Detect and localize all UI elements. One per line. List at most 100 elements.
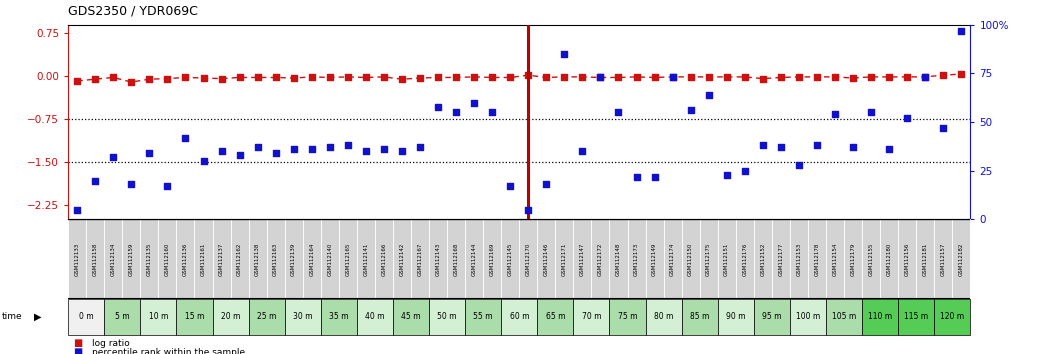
Point: [538, 75, 555, 80]
Bar: [86, 219, 104, 299]
Text: GSM112157: GSM112157: [941, 242, 946, 276]
Text: 15 m: 15 m: [185, 312, 205, 321]
Bar: [790, 219, 808, 299]
Bar: [68, 299, 104, 335]
Point: [736, 74, 753, 80]
Bar: [772, 219, 790, 299]
Bar: [826, 219, 844, 299]
Point: [87, 178, 104, 183]
Text: GSM112178: GSM112178: [814, 242, 819, 276]
Text: GSM112166: GSM112166: [382, 242, 386, 276]
Text: GSM112134: GSM112134: [111, 242, 115, 276]
Point: [501, 183, 518, 189]
Point: [556, 74, 573, 80]
Text: GSM112135: GSM112135: [147, 242, 152, 276]
Bar: [519, 219, 537, 299]
Bar: [176, 299, 213, 335]
Point: [917, 74, 934, 80]
Bar: [393, 219, 411, 299]
Bar: [718, 299, 754, 335]
Text: 35 m: 35 m: [329, 312, 348, 321]
Text: GSM112159: GSM112159: [129, 242, 134, 276]
Point: [321, 144, 338, 150]
Bar: [735, 219, 754, 299]
Point: [250, 144, 266, 150]
Point: [754, 143, 771, 148]
Bar: [537, 299, 574, 335]
Text: GSM112151: GSM112151: [724, 242, 729, 276]
Text: GSM112173: GSM112173: [634, 242, 639, 276]
Point: [628, 74, 645, 80]
Bar: [194, 219, 213, 299]
Text: GSM112160: GSM112160: [165, 242, 170, 276]
Point: [123, 79, 140, 85]
Text: 95 m: 95 m: [763, 312, 782, 321]
Point: [719, 74, 735, 80]
Point: [935, 125, 951, 131]
Bar: [898, 219, 916, 299]
Text: GSM112169: GSM112169: [490, 242, 495, 276]
Bar: [374, 219, 393, 299]
Bar: [952, 219, 970, 299]
Bar: [321, 299, 357, 335]
Point: [809, 143, 826, 148]
Bar: [682, 219, 700, 299]
Text: 25 m: 25 m: [257, 312, 276, 321]
Bar: [213, 299, 249, 335]
Bar: [465, 299, 501, 335]
Bar: [935, 299, 970, 335]
Point: [844, 144, 861, 150]
Point: [303, 74, 320, 80]
Point: [772, 144, 789, 150]
Text: ■: ■: [73, 338, 83, 348]
Bar: [574, 299, 609, 335]
Text: 110 m: 110 m: [869, 312, 892, 321]
Point: [448, 75, 465, 80]
Bar: [213, 219, 231, 299]
Bar: [790, 299, 826, 335]
Point: [340, 143, 357, 148]
Text: GSM112142: GSM112142: [400, 242, 405, 276]
Point: [827, 74, 843, 80]
Text: 30 m: 30 m: [293, 312, 313, 321]
Point: [213, 76, 230, 81]
Bar: [935, 219, 952, 299]
Point: [177, 75, 194, 80]
Point: [862, 74, 879, 80]
Text: GDS2350 / YDR069C: GDS2350 / YDR069C: [68, 5, 198, 18]
Bar: [880, 219, 898, 299]
Text: GSM112163: GSM112163: [273, 242, 278, 276]
Text: GSM112146: GSM112146: [543, 242, 549, 276]
Point: [141, 76, 157, 82]
Point: [881, 74, 898, 80]
Bar: [357, 299, 393, 335]
Text: 100 m: 100 m: [796, 312, 820, 321]
Point: [899, 74, 916, 80]
Text: GSM112182: GSM112182: [959, 242, 964, 276]
Text: GSM112145: GSM112145: [508, 242, 513, 276]
Point: [303, 147, 320, 152]
Point: [791, 74, 808, 80]
Bar: [284, 219, 303, 299]
Text: GSM112154: GSM112154: [833, 242, 837, 276]
Point: [844, 75, 861, 81]
Text: 115 m: 115 m: [904, 312, 928, 321]
Point: [87, 76, 104, 82]
Bar: [754, 219, 772, 299]
Point: [520, 72, 537, 78]
Text: GSM112180: GSM112180: [886, 242, 892, 276]
Bar: [249, 219, 266, 299]
Point: [701, 74, 718, 80]
Bar: [357, 219, 374, 299]
Point: [393, 149, 410, 154]
Bar: [249, 299, 284, 335]
Point: [682, 108, 699, 113]
Text: GSM112140: GSM112140: [327, 242, 333, 276]
Bar: [484, 219, 501, 299]
Text: 50 m: 50 m: [437, 312, 456, 321]
Bar: [645, 299, 682, 335]
Text: 80 m: 80 m: [654, 312, 673, 321]
Point: [358, 75, 374, 80]
Text: GSM112141: GSM112141: [363, 242, 368, 276]
Bar: [447, 219, 465, 299]
